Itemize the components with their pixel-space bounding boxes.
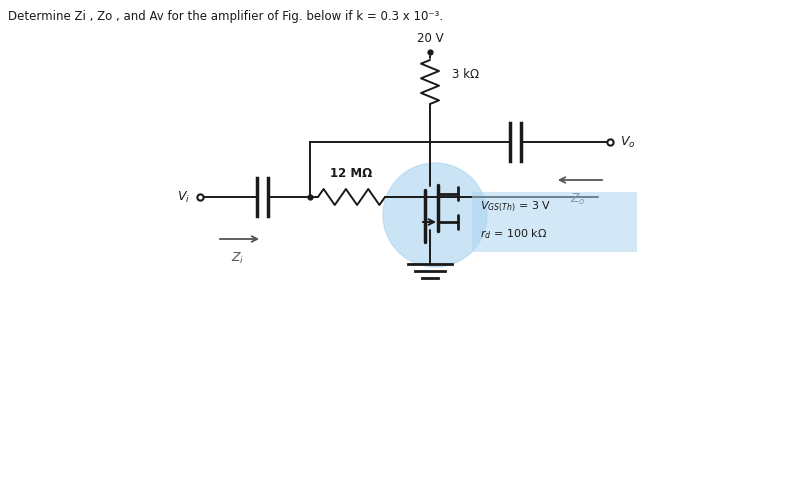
Text: $Z_o$: $Z_o$ bbox=[570, 192, 586, 207]
FancyBboxPatch shape bbox=[472, 192, 637, 252]
Circle shape bbox=[383, 163, 487, 267]
Text: Determine Zi , Zo , and Av for the amplifier of Fig. below if k = 0.3 x 10⁻³.: Determine Zi , Zo , and Av for the ampli… bbox=[8, 10, 443, 23]
Text: 3 kΩ: 3 kΩ bbox=[452, 69, 479, 81]
Text: $r_d$ = 100 kΩ: $r_d$ = 100 kΩ bbox=[480, 227, 547, 241]
Text: $V_o$: $V_o$ bbox=[620, 134, 635, 150]
Text: 20 V: 20 V bbox=[417, 32, 443, 45]
Text: $V_i$: $V_i$ bbox=[177, 189, 190, 205]
Text: $Z_i$: $Z_i$ bbox=[231, 251, 245, 266]
Text: $V_{GS(Th)}$ = 3 V: $V_{GS(Th)}$ = 3 V bbox=[480, 200, 551, 214]
Text: 12 MΩ: 12 MΩ bbox=[330, 167, 373, 180]
